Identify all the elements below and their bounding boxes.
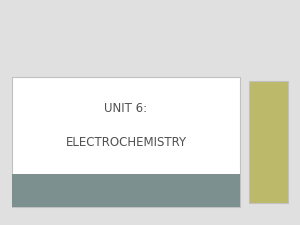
Text: ELECTROCHEMISTRY: ELECTROCHEMISTRY [65, 136, 187, 149]
Bar [12, 76, 240, 207]
Text: UNIT 6:: UNIT 6: [104, 102, 148, 115]
Bar [249, 81, 288, 202]
Bar [12, 174, 240, 207]
